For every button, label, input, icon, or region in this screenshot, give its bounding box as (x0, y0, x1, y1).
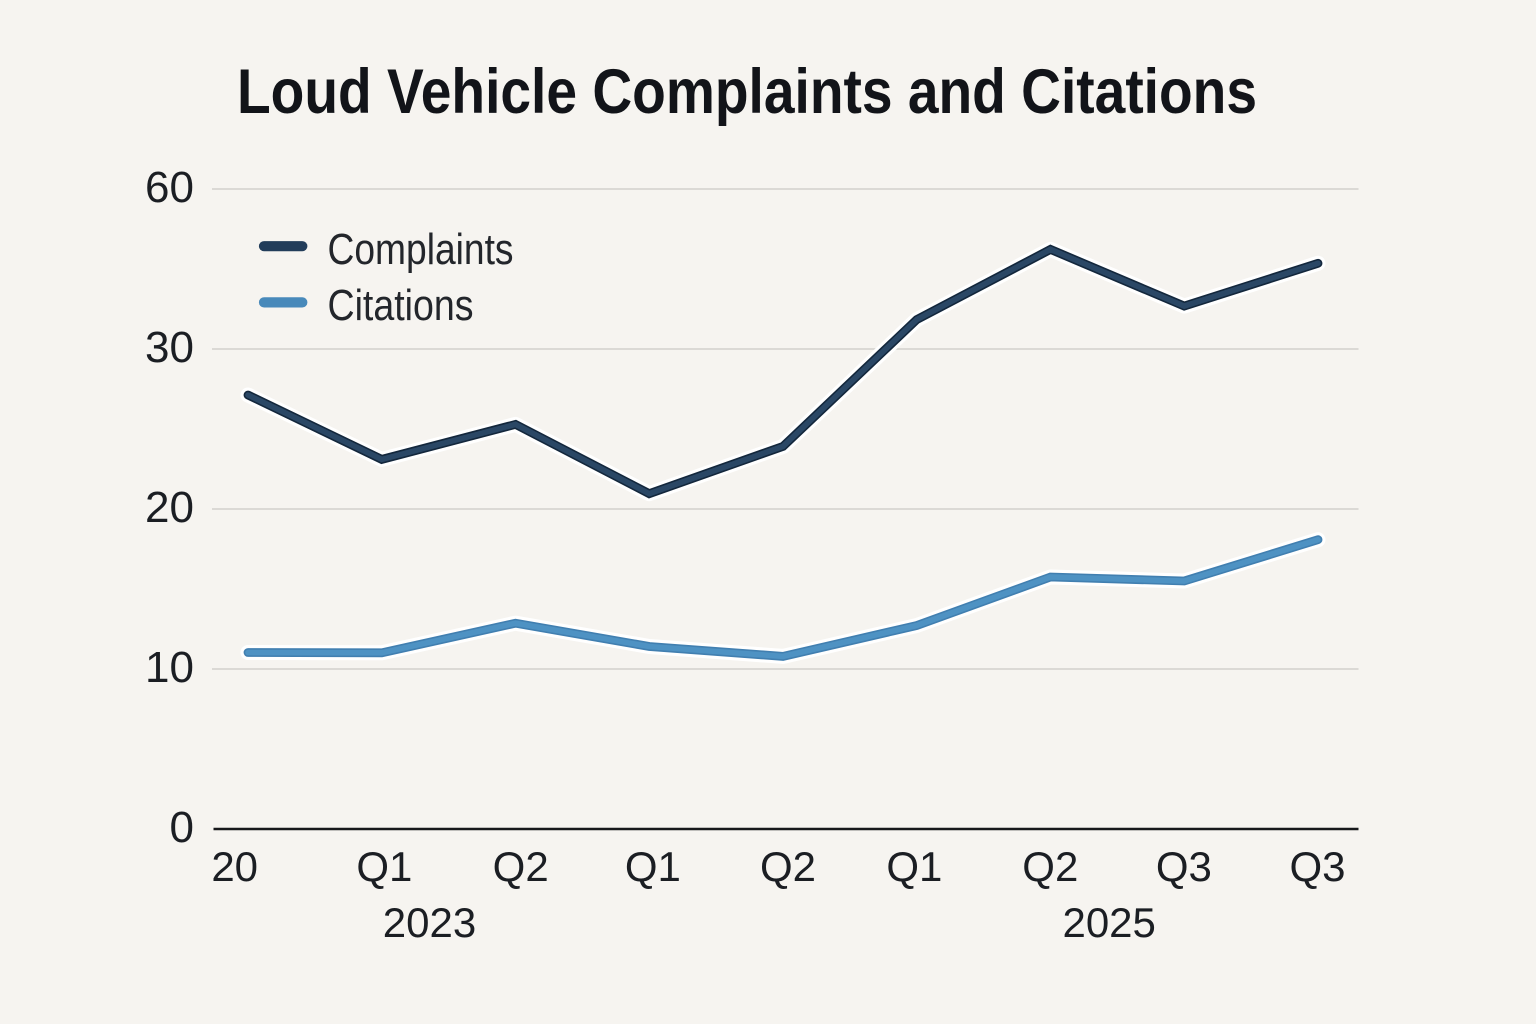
svg-text:30: 30 (145, 323, 194, 372)
svg-text:2023: 2023 (383, 899, 476, 946)
svg-text:Q3: Q3 (1289, 843, 1345, 890)
svg-text:Q1: Q1 (356, 843, 412, 890)
svg-text:Q2: Q2 (760, 843, 816, 890)
svg-text:Q1: Q1 (625, 843, 681, 890)
svg-text:Q2: Q2 (493, 843, 549, 890)
svg-text:Q2: Q2 (1022, 843, 1078, 890)
svg-text:Citations: Citations (328, 281, 474, 330)
svg-text:Q1: Q1 (886, 843, 942, 890)
svg-text:0: 0 (170, 803, 194, 852)
svg-text:Loud Vehicle Complaints and Ci: Loud Vehicle Complaints and Citations (237, 57, 1257, 127)
svg-text:20: 20 (211, 843, 258, 890)
svg-text:20: 20 (145, 483, 194, 532)
svg-text:60: 60 (145, 163, 194, 212)
svg-text:2025: 2025 (1062, 899, 1155, 946)
svg-text:Q3: Q3 (1156, 843, 1212, 890)
svg-text:Complaints: Complaints (328, 225, 514, 274)
svg-text:10: 10 (145, 643, 194, 692)
